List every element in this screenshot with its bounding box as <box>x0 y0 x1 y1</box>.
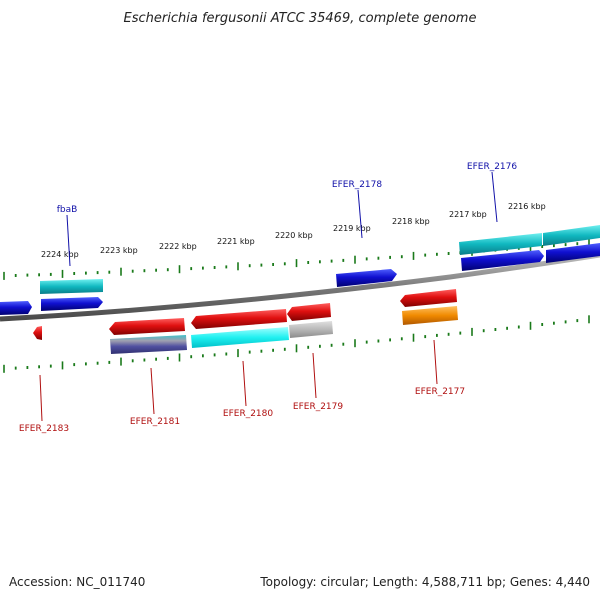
ruler-label: 2218 kbp <box>392 217 430 226</box>
gene-arrow[interactable] <box>40 279 103 294</box>
label-leader <box>66 214 71 267</box>
ruler-label: 2221 kbp <box>217 237 255 246</box>
gene-arrow[interactable] <box>289 321 333 338</box>
gene-label[interactable]: EFER_2179 <box>293 402 343 412</box>
ruler-label: 2223 kbp <box>100 246 138 255</box>
reverse-gene-labels: EFER_2183 EFER_2181 EFER_2180 EFER_2179 … <box>19 339 465 434</box>
label-leader <box>312 352 317 399</box>
ruler-labels: 2224 kbp 2223 kbp 2222 kbp 2221 kbp 2220… <box>41 202 546 259</box>
label-leader <box>150 367 155 415</box>
gene-arrow[interactable] <box>287 303 331 321</box>
gene-arrow[interactable] <box>41 297 103 311</box>
genome-backbone <box>0 252 600 322</box>
gene-label[interactable]: EFER_2181 <box>130 417 180 427</box>
gene-arrow[interactable] <box>191 327 289 348</box>
gene-arrow[interactable] <box>543 225 600 246</box>
map-title: Escherichia fergusonii ATCC 35469, compl… <box>124 11 477 26</box>
forward-gene-labels: fbaB EFER_2178 EFER_2176 <box>57 162 517 267</box>
genome-summary-text: Topology: circular; Length: 4,588,711 bp… <box>259 575 590 589</box>
forward-tick-track <box>3 238 590 280</box>
gene-label[interactable]: EFER_2178 <box>332 180 382 190</box>
gene-label[interactable]: EFER_2177 <box>415 387 465 397</box>
ruler-label: 2217 kbp <box>449 210 487 219</box>
reverse-features <box>33 289 458 354</box>
ruler-label: 2220 kbp <box>275 231 313 240</box>
gene-arrow[interactable] <box>0 301 32 315</box>
gene-arrow[interactable] <box>459 233 542 255</box>
gene-arrow[interactable] <box>402 306 458 325</box>
accession-text: Accession: NC_011740 <box>9 575 145 589</box>
ruler-label: 2219 kbp <box>333 224 371 233</box>
gene-label[interactable]: EFER_2180 <box>223 409 273 419</box>
label-leader <box>39 374 43 422</box>
gene-arrow[interactable] <box>109 318 185 335</box>
gene-label[interactable]: EFER_2183 <box>19 424 69 434</box>
forward-features <box>0 225 600 315</box>
gene-label[interactable]: fbaB <box>57 205 78 215</box>
label-leader <box>242 360 247 407</box>
ruler-label: 2224 kbp <box>41 250 79 259</box>
ruler-label: 2216 kbp <box>508 202 546 211</box>
gene-arrow[interactable] <box>33 326 42 340</box>
gene-arrow[interactable] <box>400 289 457 307</box>
gene-arrow[interactable] <box>461 250 544 271</box>
reverse-tick-track <box>3 315 590 373</box>
label-leader <box>433 339 438 385</box>
gene-arrow[interactable] <box>336 269 397 287</box>
gene-arrow[interactable] <box>191 309 287 329</box>
label-leader <box>357 189 363 239</box>
gene-arrow[interactable] <box>110 335 187 354</box>
gene-label[interactable]: EFER_2176 <box>467 162 517 172</box>
label-leader <box>491 171 498 223</box>
ruler-label: 2222 kbp <box>159 242 197 251</box>
gene-arrow[interactable] <box>546 243 600 263</box>
